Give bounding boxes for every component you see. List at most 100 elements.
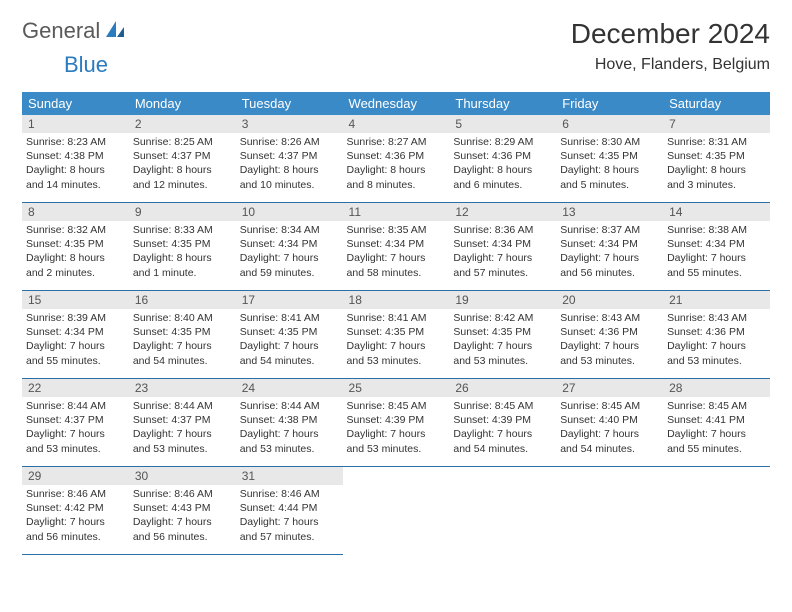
day-details: Sunrise: 8:45 AMSunset: 4:39 PMDaylight:…	[343, 397, 450, 456]
daylight-line: Daylight: 7 hours	[667, 251, 766, 265]
sunrise-line: Sunrise: 8:44 AM	[133, 399, 232, 413]
day-number: 12	[449, 203, 556, 221]
calendar-cell: 12Sunrise: 8:36 AMSunset: 4:34 PMDayligh…	[449, 203, 556, 291]
sunrise-line: Sunrise: 8:45 AM	[667, 399, 766, 413]
day-number: 29	[22, 467, 129, 485]
sunset-line: Sunset: 4:35 PM	[347, 325, 446, 339]
calendar-cell	[343, 467, 450, 555]
day-details: Sunrise: 8:45 AMSunset: 4:39 PMDaylight:…	[449, 397, 556, 456]
daylight-line: and 53 minutes.	[347, 354, 446, 368]
day-cell: 2Sunrise: 8:25 AMSunset: 4:37 PMDaylight…	[129, 115, 236, 203]
day-details: Sunrise: 8:26 AMSunset: 4:37 PMDaylight:…	[236, 133, 343, 192]
day-details: Sunrise: 8:46 AMSunset: 4:42 PMDaylight:…	[22, 485, 129, 544]
day-cell: 17Sunrise: 8:41 AMSunset: 4:35 PMDayligh…	[236, 291, 343, 379]
day-cell: 18Sunrise: 8:41 AMSunset: 4:35 PMDayligh…	[343, 291, 450, 379]
daylight-line: and 53 minutes.	[667, 354, 766, 368]
sunrise-line: Sunrise: 8:40 AM	[133, 311, 232, 325]
day-cell: 21Sunrise: 8:43 AMSunset: 4:36 PMDayligh…	[663, 291, 770, 379]
day-cell: 8Sunrise: 8:32 AMSunset: 4:35 PMDaylight…	[22, 203, 129, 291]
sunset-line: Sunset: 4:36 PM	[453, 149, 552, 163]
daylight-line: Daylight: 7 hours	[133, 515, 232, 529]
day-number: 10	[236, 203, 343, 221]
sunset-line: Sunset: 4:34 PM	[26, 325, 125, 339]
day-number: 6	[556, 115, 663, 133]
day-number: 14	[663, 203, 770, 221]
day-details: Sunrise: 8:36 AMSunset: 4:34 PMDaylight:…	[449, 221, 556, 280]
sunset-line: Sunset: 4:34 PM	[560, 237, 659, 251]
sunset-line: Sunset: 4:37 PM	[133, 413, 232, 427]
daylight-line: Daylight: 8 hours	[347, 163, 446, 177]
daylight-line: Daylight: 8 hours	[26, 163, 125, 177]
daylight-line: Daylight: 8 hours	[240, 163, 339, 177]
daylight-line: Daylight: 7 hours	[560, 251, 659, 265]
logo: General	[22, 18, 128, 44]
daylight-line: Daylight: 7 hours	[667, 339, 766, 353]
day-cell: 13Sunrise: 8:37 AMSunset: 4:34 PMDayligh…	[556, 203, 663, 291]
daylight-line: and 53 minutes.	[240, 442, 339, 456]
calendar-cell: 14Sunrise: 8:38 AMSunset: 4:34 PMDayligh…	[663, 203, 770, 291]
calendar-cell: 8Sunrise: 8:32 AMSunset: 4:35 PMDaylight…	[22, 203, 129, 291]
daylight-line: Daylight: 7 hours	[240, 339, 339, 353]
sunset-line: Sunset: 4:37 PM	[133, 149, 232, 163]
sunset-line: Sunset: 4:35 PM	[240, 325, 339, 339]
day-number: 26	[449, 379, 556, 397]
daylight-line: and 56 minutes.	[26, 530, 125, 544]
day-cell: 14Sunrise: 8:38 AMSunset: 4:34 PMDayligh…	[663, 203, 770, 291]
daylight-line: and 57 minutes.	[453, 266, 552, 280]
day-number: 27	[556, 379, 663, 397]
sunrise-line: Sunrise: 8:37 AM	[560, 223, 659, 237]
calendar-cell: 9Sunrise: 8:33 AMSunset: 4:35 PMDaylight…	[129, 203, 236, 291]
sunrise-line: Sunrise: 8:33 AM	[133, 223, 232, 237]
sunrise-line: Sunrise: 8:25 AM	[133, 135, 232, 149]
calendar-cell: 6Sunrise: 8:30 AMSunset: 4:35 PMDaylight…	[556, 115, 663, 203]
logo-sail-icon	[104, 19, 126, 44]
calendar-cell: 29Sunrise: 8:46 AMSunset: 4:42 PMDayligh…	[22, 467, 129, 555]
sunset-line: Sunset: 4:39 PM	[347, 413, 446, 427]
sunrise-line: Sunrise: 8:23 AM	[26, 135, 125, 149]
daylight-line: Daylight: 7 hours	[26, 427, 125, 441]
day-number: 8	[22, 203, 129, 221]
daylight-line: Daylight: 7 hours	[240, 427, 339, 441]
daylight-line: Daylight: 8 hours	[453, 163, 552, 177]
day-details: Sunrise: 8:45 AMSunset: 4:40 PMDaylight:…	[556, 397, 663, 456]
day-details: Sunrise: 8:43 AMSunset: 4:36 PMDaylight:…	[556, 309, 663, 368]
day-details: Sunrise: 8:41 AMSunset: 4:35 PMDaylight:…	[236, 309, 343, 368]
calendar-cell: 11Sunrise: 8:35 AMSunset: 4:34 PMDayligh…	[343, 203, 450, 291]
day-cell: 23Sunrise: 8:44 AMSunset: 4:37 PMDayligh…	[129, 379, 236, 467]
day-number: 21	[663, 291, 770, 309]
calendar-cell: 30Sunrise: 8:46 AMSunset: 4:43 PMDayligh…	[129, 467, 236, 555]
day-number: 18	[343, 291, 450, 309]
calendar-cell: 23Sunrise: 8:44 AMSunset: 4:37 PMDayligh…	[129, 379, 236, 467]
day-cell: 26Sunrise: 8:45 AMSunset: 4:39 PMDayligh…	[449, 379, 556, 467]
calendar-cell: 15Sunrise: 8:39 AMSunset: 4:34 PMDayligh…	[22, 291, 129, 379]
day-details: Sunrise: 8:37 AMSunset: 4:34 PMDaylight:…	[556, 221, 663, 280]
day-number: 9	[129, 203, 236, 221]
sunset-line: Sunset: 4:35 PM	[133, 237, 232, 251]
daylight-line: and 3 minutes.	[667, 178, 766, 192]
calendar-cell: 21Sunrise: 8:43 AMSunset: 4:36 PMDayligh…	[663, 291, 770, 379]
daylight-line: Daylight: 7 hours	[667, 427, 766, 441]
day-cell: 12Sunrise: 8:36 AMSunset: 4:34 PMDayligh…	[449, 203, 556, 291]
day-cell: 24Sunrise: 8:44 AMSunset: 4:38 PMDayligh…	[236, 379, 343, 467]
daylight-line: Daylight: 7 hours	[453, 251, 552, 265]
day-number: 2	[129, 115, 236, 133]
sunset-line: Sunset: 4:35 PM	[453, 325, 552, 339]
day-details: Sunrise: 8:25 AMSunset: 4:37 PMDaylight:…	[129, 133, 236, 192]
day-number: 24	[236, 379, 343, 397]
calendar-row: 1Sunrise: 8:23 AMSunset: 4:38 PMDaylight…	[22, 115, 770, 203]
day-details: Sunrise: 8:33 AMSunset: 4:35 PMDaylight:…	[129, 221, 236, 280]
sunset-line: Sunset: 4:40 PM	[560, 413, 659, 427]
daylight-line: and 53 minutes.	[26, 442, 125, 456]
daylight-line: and 10 minutes.	[240, 178, 339, 192]
calendar-cell	[556, 467, 663, 555]
calendar-table: Sunday Monday Tuesday Wednesday Thursday…	[22, 92, 770, 555]
day-cell: 29Sunrise: 8:46 AMSunset: 4:42 PMDayligh…	[22, 467, 129, 555]
daylight-line: and 56 minutes.	[560, 266, 659, 280]
day-details: Sunrise: 8:38 AMSunset: 4:34 PMDaylight:…	[663, 221, 770, 280]
calendar-cell: 19Sunrise: 8:42 AMSunset: 4:35 PMDayligh…	[449, 291, 556, 379]
daylight-line: and 53 minutes.	[560, 354, 659, 368]
day-details: Sunrise: 8:43 AMSunset: 4:36 PMDaylight:…	[663, 309, 770, 368]
daylight-line: Daylight: 7 hours	[240, 251, 339, 265]
sunrise-line: Sunrise: 8:41 AM	[347, 311, 446, 325]
day-cell: 19Sunrise: 8:42 AMSunset: 4:35 PMDayligh…	[449, 291, 556, 379]
